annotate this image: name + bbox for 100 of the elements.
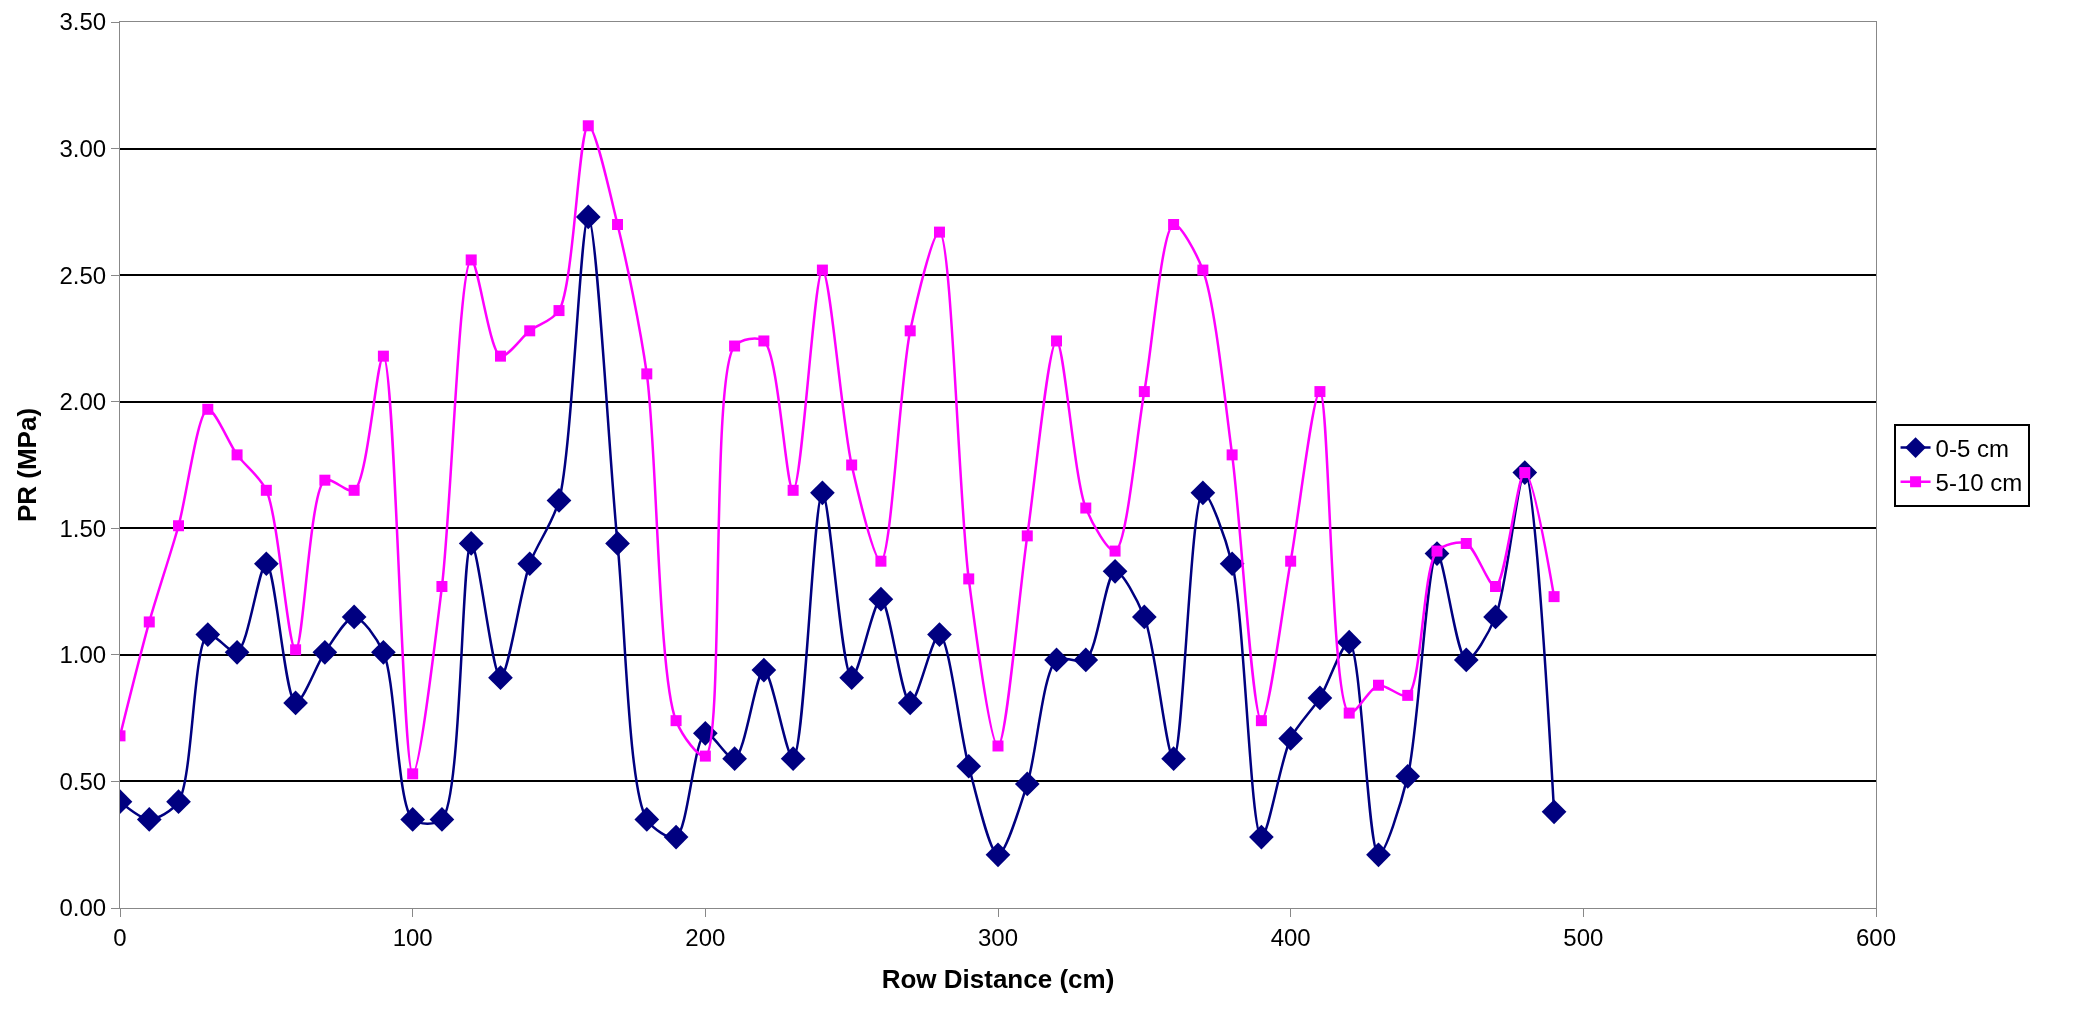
point [1372, 679, 1384, 691]
y-tick-label: 1.00 [59, 641, 107, 669]
point [575, 204, 601, 230]
point [692, 720, 718, 746]
x-tick-label: 400 [1270, 923, 1311, 951]
x-tick-label: 500 [1563, 923, 1604, 951]
point [465, 254, 477, 266]
point [1460, 537, 1472, 549]
point [1548, 591, 1560, 603]
point [1255, 715, 1267, 727]
point [524, 325, 536, 337]
point [341, 604, 367, 630]
point [1168, 219, 1180, 231]
point [1102, 558, 1128, 584]
point [787, 484, 799, 496]
point [1190, 480, 1216, 506]
point [729, 340, 741, 352]
point [722, 746, 747, 771]
point [1109, 545, 1121, 557]
point [839, 665, 865, 690]
point [758, 335, 770, 347]
point [963, 573, 975, 585]
point [517, 551, 543, 577]
point [253, 551, 279, 577]
y-tick-label: 0.00 [59, 894, 107, 922]
point [173, 520, 185, 532]
y-tick-label: 2.50 [59, 261, 107, 289]
point [348, 484, 360, 496]
point [1249, 824, 1274, 850]
point [1044, 647, 1069, 673]
point [494, 350, 506, 362]
point [1402, 689, 1414, 701]
point [1453, 647, 1479, 673]
point [1080, 502, 1092, 514]
point [1051, 335, 1063, 347]
point [816, 264, 828, 276]
point [634, 807, 660, 832]
point [1490, 581, 1502, 593]
point [927, 622, 952, 647]
point [1021, 530, 1033, 542]
y-tick-label: 3.00 [59, 134, 107, 162]
x-tick-label: 200 [685, 923, 726, 951]
point [1483, 604, 1508, 630]
point [992, 740, 1004, 752]
point [1014, 771, 1040, 797]
y-axis-title: PR (MPa) [11, 407, 42, 523]
point [1278, 726, 1304, 751]
point [904, 325, 916, 337]
point [231, 449, 243, 461]
point [195, 622, 221, 647]
point [956, 753, 982, 779]
point [875, 555, 887, 567]
point [436, 581, 448, 593]
point [1314, 386, 1326, 398]
point [1131, 604, 1157, 630]
point [260, 484, 272, 496]
point [810, 480, 835, 506]
point [897, 690, 923, 716]
point [458, 531, 484, 556]
point [371, 639, 396, 665]
point [670, 715, 682, 727]
point [780, 746, 806, 771]
point [751, 657, 777, 683]
point [166, 789, 191, 815]
point [1138, 386, 1150, 398]
x-tick-label: 100 [392, 923, 433, 951]
point [377, 350, 389, 362]
x-tick-label: 600 [1855, 923, 1897, 951]
y-tick-label: 2.00 [59, 388, 107, 416]
point [1161, 746, 1186, 771]
point [319, 474, 331, 486]
point [605, 531, 630, 556]
x-tick-label: 0 [113, 923, 127, 951]
point [985, 842, 1011, 868]
point [1343, 707, 1355, 719]
y-tick-label: 0.50 [59, 767, 107, 795]
point [933, 226, 945, 238]
point [663, 824, 689, 850]
point [553, 305, 565, 317]
y-tick-label: 1.50 [59, 514, 107, 542]
point [400, 807, 426, 832]
x-tick-label: 300 [977, 923, 1019, 951]
point [1226, 449, 1238, 461]
point [641, 368, 653, 380]
point [202, 403, 214, 415]
point [407, 768, 419, 780]
point [429, 807, 455, 832]
point [312, 639, 338, 665]
point [612, 219, 624, 231]
point [699, 750, 711, 762]
point [1336, 629, 1362, 655]
point [136, 807, 162, 832]
point [283, 690, 308, 716]
point [290, 644, 302, 656]
y-tick-label: 3.50 [59, 8, 107, 36]
point [1197, 264, 1209, 276]
point [1395, 764, 1421, 789]
point [582, 120, 594, 132]
point [1285, 555, 1297, 567]
point [1366, 842, 1391, 868]
